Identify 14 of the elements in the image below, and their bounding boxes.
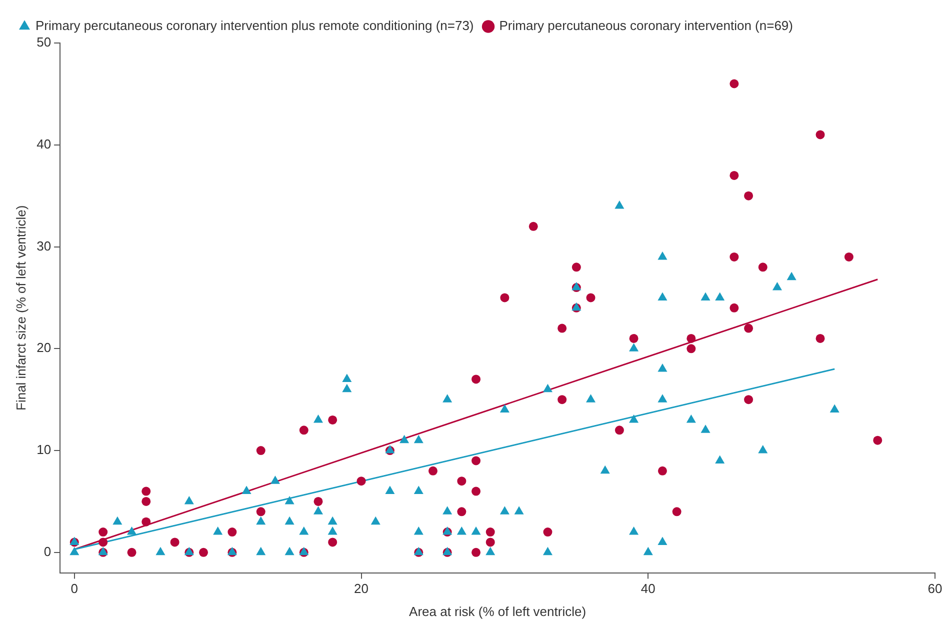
x-tick-label: 20 — [354, 581, 369, 596]
y-tick-label: 40 — [36, 136, 52, 152]
x-tick-label: 60 — [928, 581, 942, 596]
legend-label: Primary percutaneous coronary intervention (n=69) — [499, 18, 793, 34]
x-tick-label: 0 — [70, 581, 78, 596]
x-axis-title: Area at risk (% of left ventricle) — [409, 604, 586, 619]
y-tick-label: 50 — [36, 34, 52, 50]
x-tick-label: 40 — [640, 581, 656, 596]
y-tick-label: 10 — [36, 442, 52, 458]
y-tick-label: 20 — [36, 340, 52, 356]
y-tick-label: 30 — [36, 238, 52, 254]
y-axis-title: Final infarct size (% of left ventricle) — [13, 205, 28, 410]
y-tick-label: 0 — [44, 544, 52, 559]
legend-label: Primary percutaneous coronary intervention plus remote conditioning (n=73) — [36, 18, 474, 34]
